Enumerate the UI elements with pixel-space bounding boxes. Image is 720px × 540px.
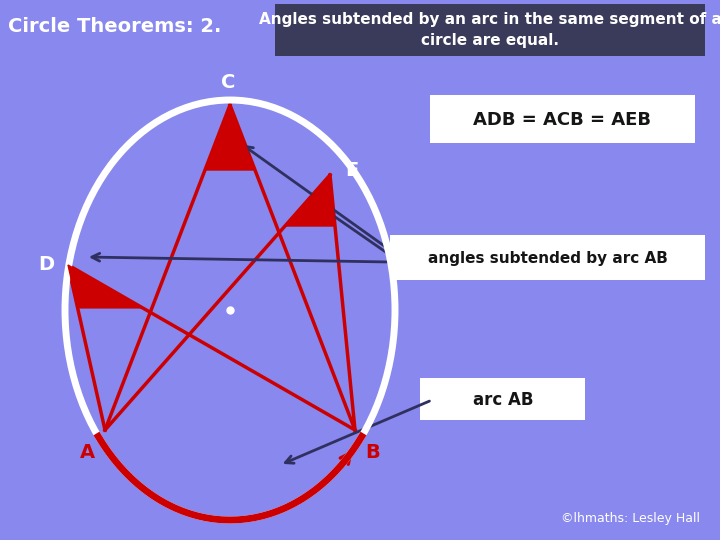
Text: D: D — [38, 255, 54, 274]
Text: Circle Theorems: 2.: Circle Theorems: 2. — [9, 17, 222, 37]
Bar — [275, 4, 705, 56]
Text: angles subtended by arc AB: angles subtended by arc AB — [428, 251, 668, 266]
Text: arc AB: arc AB — [473, 391, 534, 409]
Polygon shape — [205, 105, 255, 170]
Bar — [420, 378, 585, 420]
Text: E: E — [346, 160, 359, 179]
Text: C: C — [221, 73, 235, 92]
Polygon shape — [68, 265, 143, 308]
Text: A: A — [79, 442, 94, 462]
Text: Angles subtended by an arc in the same segment of a
circle are equal.: Angles subtended by an arc in the same s… — [258, 12, 720, 48]
Bar — [430, 95, 695, 143]
Polygon shape — [285, 175, 335, 226]
Text: ©lhmaths: Lesley Hall: ©lhmaths: Lesley Hall — [561, 512, 700, 525]
Text: B: B — [366, 442, 380, 462]
Bar — [390, 235, 705, 280]
Text: ADB = ACB = AEB: ADB = ACB = AEB — [473, 111, 651, 129]
